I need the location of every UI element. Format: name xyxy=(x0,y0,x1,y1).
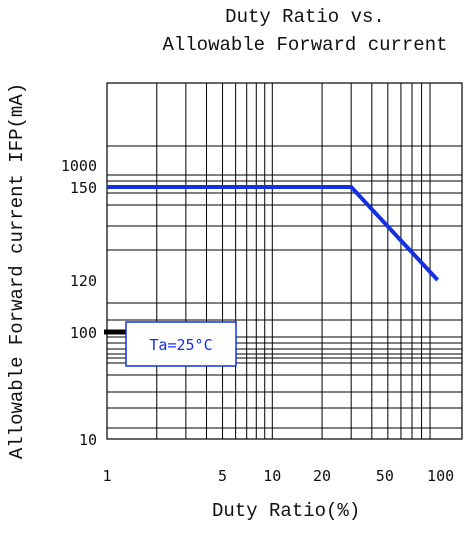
x-tick-label: 1 xyxy=(102,467,111,485)
x-tick-label: 50 xyxy=(376,467,394,485)
y-tick-label: 150 xyxy=(70,179,97,197)
y-tick-label: 100 xyxy=(70,324,97,342)
annotation-text: Ta=25°C xyxy=(149,336,212,354)
x-axis-label: Duty Ratio(%) xyxy=(212,500,361,522)
x-tick-label: 20 xyxy=(313,467,331,485)
y-tick-label: 120 xyxy=(70,272,97,290)
annotation: Ta=25°C xyxy=(125,321,237,367)
x-tick-label: 100 xyxy=(427,467,454,485)
y-tick-label: 1000 xyxy=(61,157,97,175)
x-tick-label: 5 xyxy=(218,467,227,485)
x-tick-label: 10 xyxy=(263,467,281,485)
y-tick-label: 10 xyxy=(79,431,97,449)
chart-title: Duty Ratio vs. xyxy=(225,6,385,28)
plot-frame xyxy=(106,82,463,440)
chart-subtitle: Allowable Forward current xyxy=(162,34,448,56)
annotation-box xyxy=(125,321,237,367)
grid xyxy=(107,83,462,439)
